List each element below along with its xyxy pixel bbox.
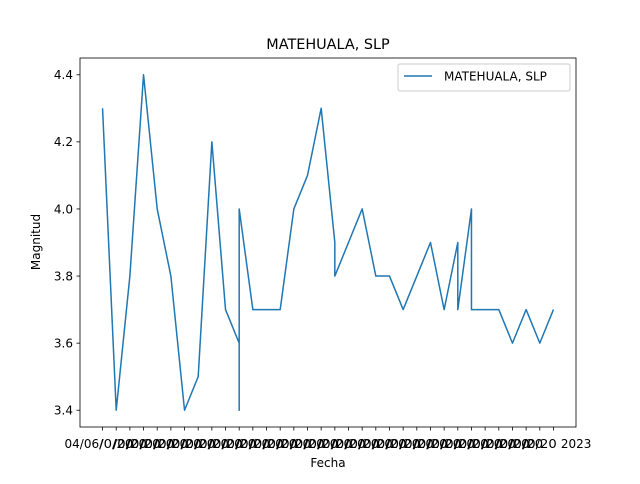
x-tick-label-crowded: /0/20	[291, 437, 325, 451]
x-tick-label-crowded: /0/20	[413, 437, 447, 451]
x-tick-label-crowded: /0/20	[168, 437, 202, 451]
x-tick-label-crowded: /0/20	[468, 437, 502, 451]
x-tick-label-crowded: /0/20	[277, 437, 311, 451]
x-tick-label-crowded: /0/20	[181, 437, 215, 451]
x-tick-label-crowded: /0/20	[400, 437, 434, 451]
y-tick-label: 3.6	[54, 336, 73, 350]
x-tick-label-crowded: /0/20	[523, 437, 557, 451]
x-tick-label-crowded: /0/20	[495, 437, 529, 451]
y-axis-title: Magnitud	[29, 214, 43, 270]
y-tick-label: 4.0	[54, 202, 73, 216]
x-tick-label-crowded: /0/20	[263, 437, 297, 451]
x-tick-label-crowded: /0/20	[331, 437, 365, 451]
x-tick-label-crowded: /0/20	[127, 437, 161, 451]
x-tick-label-crowded: /0/20	[359, 437, 393, 451]
series-line-matehuala	[101, 74, 555, 411]
x-tick-label-crowded: /0/20	[113, 437, 147, 451]
chart-title: MATEHUALA, SLP	[266, 37, 390, 53]
x-tick-label-first: 04/06/	[65, 437, 105, 451]
x-tick-label-crowded: /0/20	[236, 437, 270, 451]
legend-box	[397, 63, 571, 92]
x-tick-label-crowded: /0/20	[318, 437, 352, 451]
x-tick-label-crowded: /0/20	[304, 437, 338, 451]
x-tick-label-crowded: /0/20	[427, 437, 461, 451]
x-tick-label-crowded: /0/20	[441, 437, 475, 451]
x-tick-label-crowded: /0/20	[372, 437, 406, 451]
y-tick-label: 3.8	[54, 269, 73, 283]
plot-area	[80, 58, 576, 427]
legend-label: MATEHUALA, SLP	[444, 70, 547, 84]
x-tick-label-crowded: /0/20	[250, 437, 284, 451]
x-axis-title: Fecha	[310, 456, 345, 470]
y-tick-label: 3.4	[54, 404, 73, 418]
x-tick-label-crowded: /0/20	[209, 437, 243, 451]
x-tick-label-crowded: /0/20	[222, 437, 256, 451]
x-tick-label-crowded: /0/20	[454, 437, 488, 451]
x-tick-label-crowded: /0/20	[99, 437, 133, 451]
x-tick-label-crowded: /0/20	[509, 437, 543, 451]
x-tick-label-crowded: /0/20	[140, 437, 174, 451]
x-tick-label-crowded: /0/20	[386, 437, 420, 451]
y-axis: 3.4 3.6 3.8 4.0 4.2 4.4	[54, 68, 80, 418]
x-tick-label-crowded: /0/20	[154, 437, 188, 451]
x-tick-label-crowded: /0/20	[482, 437, 516, 451]
plot-frame	[79, 57, 577, 428]
legend: MATEHUALA, SLP	[397, 63, 571, 92]
y-tick-label: 4.4	[54, 68, 73, 82]
x-tick-label-crowded: /0/20	[195, 437, 229, 451]
y-tick-label: 4.2	[54, 135, 73, 149]
x-axis: 04/06/ /0/20/0/20/0/20/0/20/0/20/0/20/0/2…	[65, 427, 592, 451]
x-tick-label-last: 2023	[561, 437, 592, 451]
x-tick-label-crowded: /0/20	[345, 437, 379, 451]
